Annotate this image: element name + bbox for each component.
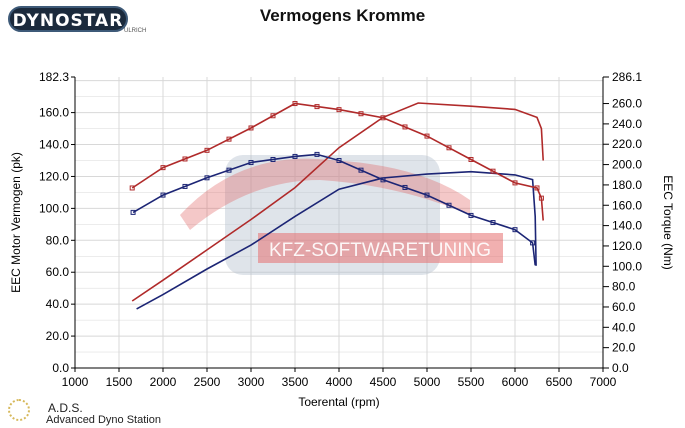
y-tick-label: 0.0 bbox=[52, 361, 69, 375]
series-marker-4 bbox=[270, 156, 276, 162]
series-marker-3 bbox=[292, 101, 298, 107]
dynostar-logo: DYNOSTAR bbox=[8, 6, 128, 32]
x-tick-label: 5500 bbox=[458, 375, 485, 389]
series-marker-4 bbox=[358, 167, 364, 173]
x-tick-label: 2500 bbox=[194, 375, 221, 389]
x-tick-label: 3500 bbox=[282, 375, 309, 389]
series-marker-3 bbox=[534, 185, 540, 191]
series-marker-4 bbox=[204, 175, 210, 181]
y2-tick-label: 180.0 bbox=[612, 178, 642, 192]
ads-subtitle: Advanced Dyno Station bbox=[46, 414, 161, 426]
y-tick-label: 160.0 bbox=[39, 106, 69, 120]
y-tick-label: 80.0 bbox=[46, 233, 70, 247]
series-marker-3 bbox=[538, 195, 544, 201]
y2-tick-label: 100.0 bbox=[612, 259, 642, 273]
series-marker-3 bbox=[226, 136, 232, 142]
series-marker-3 bbox=[358, 111, 364, 117]
y2-tick-label: 60.0 bbox=[612, 300, 636, 314]
series-marker-3 bbox=[424, 133, 430, 139]
series-line-4 bbox=[132, 153, 536, 266]
y2-tick-label: 140.0 bbox=[612, 219, 642, 233]
series-marker-4 bbox=[490, 220, 496, 226]
x-tick-label: 7000 bbox=[590, 375, 617, 389]
ads-logo-icon bbox=[8, 399, 30, 421]
series-marker-4 bbox=[248, 160, 254, 166]
series-marker-4 bbox=[530, 240, 536, 246]
y2-tick-label: 40.0 bbox=[612, 320, 636, 334]
series-marker-3 bbox=[380, 115, 386, 121]
series-marker-3 bbox=[248, 125, 254, 131]
x-tick-label: 2000 bbox=[150, 375, 177, 389]
series-marker-4 bbox=[402, 184, 408, 190]
y-tick-label: 140.0 bbox=[39, 138, 69, 152]
series-marker-4 bbox=[468, 212, 474, 218]
series-marker-3 bbox=[402, 124, 408, 130]
y2-tick-label: 200.0 bbox=[612, 158, 642, 172]
series-marker-3 bbox=[468, 156, 474, 162]
y-tick-label: 120.0 bbox=[39, 169, 69, 183]
series-marker-4 bbox=[336, 158, 342, 164]
y2-tick-label: 260.0 bbox=[612, 97, 642, 111]
x-tick-label: 5000 bbox=[414, 375, 441, 389]
x-tick-label: 3000 bbox=[238, 375, 265, 389]
series-marker-3 bbox=[336, 107, 342, 113]
series-marker-3 bbox=[129, 185, 135, 191]
y2-tick-label: 0.0 bbox=[612, 361, 629, 375]
series-marker-4 bbox=[226, 167, 232, 173]
y2-axis-label: EEC Torque (Nm) bbox=[661, 175, 675, 269]
y2-tick-label: 20.0 bbox=[612, 341, 636, 355]
series-marker-3 bbox=[204, 147, 210, 153]
y2-tick-label: 220.0 bbox=[612, 137, 642, 151]
x-tick-label: 6000 bbox=[502, 375, 529, 389]
series-marker-3 bbox=[182, 156, 188, 162]
series-marker-4 bbox=[182, 183, 188, 189]
y-tick-label: 182.3 bbox=[39, 70, 69, 84]
series-marker-4 bbox=[160, 192, 166, 198]
y-tick-label: 100.0 bbox=[39, 201, 69, 215]
y-tick-label: 40.0 bbox=[46, 297, 70, 311]
ads-title: A.D.S. bbox=[48, 401, 83, 415]
y2-tick-label: 286.1 bbox=[612, 70, 642, 84]
series-marker-4 bbox=[292, 153, 298, 159]
series-marker-3 bbox=[446, 145, 452, 151]
watermark-banner bbox=[258, 233, 503, 263]
series-marker-3 bbox=[270, 113, 276, 119]
series-line-3 bbox=[131, 102, 544, 221]
logo-subtext: ULRICH bbox=[124, 28, 147, 34]
series-marker-3 bbox=[512, 180, 518, 186]
y2-tick-label: 80.0 bbox=[612, 280, 636, 294]
series-marker-3 bbox=[490, 168, 496, 174]
x-tick-label: 6500 bbox=[546, 375, 573, 389]
series-marker-4 bbox=[130, 209, 136, 215]
y2-tick-label: 120.0 bbox=[612, 239, 642, 253]
x-tick-label: 1000 bbox=[62, 375, 89, 389]
chart-title: Vermogens Kromme bbox=[259, 6, 426, 25]
y2-tick-label: 160.0 bbox=[612, 198, 642, 212]
y-axis-label: EEC Motor Vermogen (pk) bbox=[9, 152, 23, 293]
series-marker-4 bbox=[424, 192, 430, 198]
y2-tick-label: 240.0 bbox=[612, 117, 642, 131]
series-marker-4 bbox=[446, 202, 452, 208]
x-tick-label: 4500 bbox=[370, 375, 397, 389]
series-marker-3 bbox=[314, 104, 320, 110]
series-marker-3 bbox=[160, 165, 166, 171]
x-tick-label: 1500 bbox=[106, 375, 133, 389]
x-tick-label: 4000 bbox=[326, 375, 353, 389]
series-marker-4 bbox=[380, 177, 386, 183]
watermark-text: KFZ-SOFTWARETUNING bbox=[269, 240, 491, 261]
y-tick-label: 20.0 bbox=[46, 329, 70, 343]
y-tick-label: 60.0 bbox=[46, 265, 70, 279]
series-marker-4 bbox=[512, 227, 518, 233]
x-axis-label: Toerental (rpm) bbox=[298, 395, 379, 409]
series-marker-4 bbox=[314, 151, 320, 157]
